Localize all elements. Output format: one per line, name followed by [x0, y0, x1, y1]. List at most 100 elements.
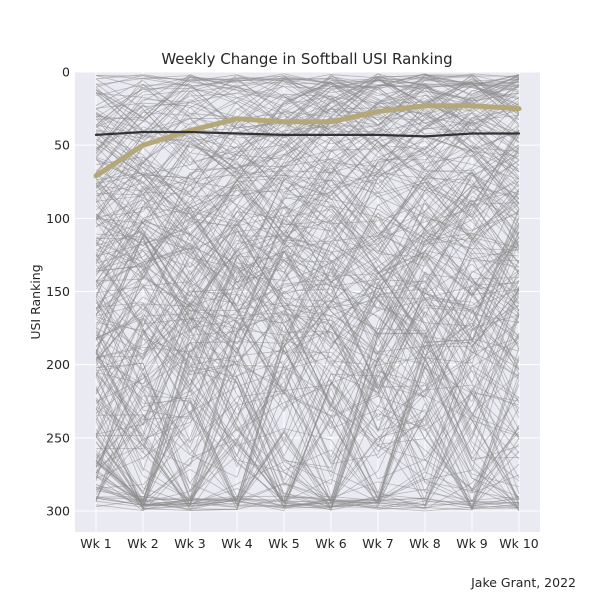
team-line — [95, 178, 520, 338]
team-line — [95, 153, 520, 339]
team-line — [95, 158, 520, 500]
team-line — [95, 327, 520, 508]
y-tick-label: 200 — [46, 357, 70, 372]
team-line — [95, 94, 520, 395]
team-line — [95, 203, 520, 502]
team-line — [95, 78, 520, 161]
team-line — [95, 179, 520, 312]
team-line — [95, 96, 520, 420]
team-line — [95, 199, 520, 438]
team-line — [95, 230, 520, 461]
team-line — [95, 259, 520, 496]
team-line — [95, 76, 520, 174]
x-tick-label: Wk 7 — [362, 536, 394, 551]
series-line-average — [94, 130, 521, 138]
team-line — [95, 73, 520, 178]
x-tick-label: Wk 4 — [221, 536, 253, 551]
x-axis-ticks: Wk 1 Wk 2 Wk 3 Wk 4 Wk 5 Wk 6 Wk 7 Wk 8 Wk 9 Wk 1… — [80, 536, 539, 551]
y-tick-label: 0 — [62, 65, 70, 80]
team-line — [95, 161, 520, 387]
y-tick-label: 300 — [46, 504, 70, 519]
team-line — [95, 135, 520, 296]
team-line — [95, 76, 520, 184]
team-line — [95, 145, 520, 257]
series-line-highlight — [93, 103, 522, 179]
team-line — [95, 172, 520, 377]
y-axis-label: USI Ranking — [28, 264, 43, 339]
team-line — [95, 102, 520, 510]
team-line — [95, 365, 520, 512]
x-tick-label: Wk 2 — [127, 536, 159, 551]
team-line — [95, 238, 520, 426]
team-line — [95, 154, 520, 378]
x-tick-label: Wk 1 — [80, 536, 112, 551]
team-line — [95, 113, 520, 295]
team-line — [95, 295, 520, 502]
x-tick-label: Wk 10 — [499, 536, 539, 551]
team-line — [95, 240, 520, 508]
x-tick-label: Wk 5 — [268, 536, 300, 551]
team-line — [95, 75, 520, 299]
x-tick-label: Wk 8 — [409, 536, 441, 551]
team-line — [95, 304, 520, 474]
team-line — [95, 372, 520, 508]
team-line — [95, 73, 520, 353]
team-line — [95, 219, 520, 308]
y-tick-label: 150 — [46, 284, 70, 299]
team-line — [95, 280, 520, 502]
team-line — [95, 75, 520, 143]
y-tick-label: 100 — [46, 211, 70, 226]
credit-text: Jake Grant, 2022 — [471, 575, 576, 590]
team-line — [95, 78, 520, 200]
team-line — [95, 233, 520, 501]
team-line — [95, 299, 520, 503]
team-line — [95, 76, 520, 240]
team-line — [95, 77, 520, 154]
team-line — [95, 257, 520, 421]
team-line — [95, 191, 520, 510]
team-line — [95, 199, 520, 409]
team-line — [95, 144, 520, 338]
x-tick-label: Wk 3 — [174, 536, 206, 551]
chart-title: Weekly Change in Softball USI Ranking — [161, 50, 452, 68]
team-line — [95, 240, 520, 444]
team-line — [95, 246, 520, 507]
team-line — [95, 85, 520, 276]
y-tick-label: 250 — [46, 430, 70, 445]
team-line — [95, 286, 520, 507]
team-line — [95, 426, 520, 509]
team-line — [95, 223, 520, 509]
highlighted-series — [93, 103, 522, 179]
team-line — [95, 200, 520, 482]
team-line — [95, 231, 520, 468]
team-line — [95, 202, 520, 331]
team-line — [95, 218, 520, 370]
team-line — [95, 342, 520, 504]
team-line — [95, 79, 520, 504]
team-line — [95, 202, 520, 508]
background-team-lines — [95, 73, 520, 512]
team-line — [95, 82, 520, 143]
team-line — [95, 318, 520, 510]
x-tick-label: Wk 9 — [456, 536, 488, 551]
team-line — [95, 378, 520, 507]
team-line — [95, 210, 520, 510]
team-line — [95, 237, 520, 457]
team-line — [95, 251, 520, 503]
team-line — [95, 270, 520, 508]
team-line — [95, 133, 520, 441]
team-line — [95, 93, 520, 160]
team-line — [95, 74, 520, 120]
team-line — [95, 76, 520, 118]
team-line — [95, 143, 520, 316]
team-line — [95, 127, 520, 257]
team-line — [95, 80, 520, 193]
y-axis-ticks: 0 50 100 150 200 250 300 — [46, 65, 70, 519]
team-line — [95, 101, 520, 325]
team-line — [95, 185, 520, 362]
team-line — [95, 192, 520, 459]
team-line — [95, 280, 520, 505]
team-line — [95, 221, 520, 500]
team-line — [95, 169, 520, 501]
team-line — [95, 180, 520, 511]
